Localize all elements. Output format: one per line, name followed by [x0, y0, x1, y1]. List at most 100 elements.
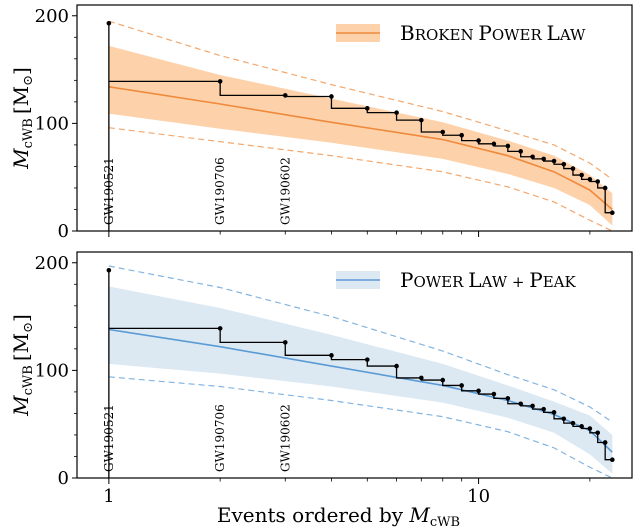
outer-bound-upper [108, 20, 613, 180]
observed-point [570, 166, 576, 171]
x-label-symbol: M [408, 503, 430, 527]
observed-point [329, 353, 334, 358]
legend-label-smallcaps: AW [559, 26, 586, 44]
legend-label-capital: P [529, 268, 542, 292]
observed-point [419, 375, 424, 381]
legend-label-capital: P [478, 21, 491, 45]
credible-band [108, 286, 613, 474]
observed-point [364, 357, 370, 362]
y-label-unit-subscript: ⊙ [21, 322, 36, 333]
legend-label-capital: P [400, 268, 413, 292]
observed-point [505, 143, 511, 149]
observed-point [459, 132, 464, 138]
y-label-subscript: cWB [21, 365, 36, 395]
observed-point [579, 424, 584, 429]
event-label: GW190706 [213, 157, 227, 225]
observed-point [282, 93, 288, 98]
observed-point [106, 267, 112, 273]
axes-frame [76, 251, 633, 479]
y-label-subscript: cWB [21, 118, 36, 148]
event-label: GW190521 [102, 157, 116, 225]
observed-point [518, 401, 524, 407]
observed-point [551, 410, 557, 415]
observed-point [440, 377, 446, 383]
legend-label-capital: B [400, 21, 415, 45]
observed-point [476, 138, 481, 143]
observed-point [602, 440, 608, 445]
observed-point [587, 177, 593, 182]
y-label-unit: [M [9, 333, 33, 361]
legend-label-smallcaps: OWER [413, 273, 468, 291]
plot-area: GW190521 GW190706 GW190602 [102, 265, 615, 478]
legend-label: POWER LAW + PEAK [400, 268, 576, 292]
y-tick-label: 100 [35, 360, 69, 381]
observed-point [491, 141, 497, 147]
median-line [108, 85, 613, 211]
y-label-symbol: M [9, 148, 33, 170]
legend: POWER LAW + PEAK [336, 268, 576, 292]
observed-point [561, 416, 567, 422]
observed-point [217, 79, 223, 84]
observed-point [329, 94, 334, 99]
legend-label-smallcaps: OWER [492, 26, 547, 44]
x-label-subscript: cWB [430, 515, 460, 530]
observed-point [602, 185, 608, 191]
y-tick-label: 200 [35, 6, 69, 27]
observed-point [610, 457, 615, 463]
outer-bound-upper [108, 265, 613, 423]
observed-point [394, 363, 399, 369]
y-label-close: ] [9, 314, 33, 322]
credible-band [108, 45, 613, 226]
observed-point [610, 210, 615, 216]
observed-point [561, 161, 567, 167]
panel-bottom: GW190521 GW190706 GW190602 0 100 200 1 10 McWB [M… [9, 251, 633, 530]
observed-point [440, 129, 446, 135]
axes-frame [76, 4, 633, 232]
observed-point [106, 20, 112, 26]
observed-point [530, 403, 535, 409]
legend-label-capital: L [547, 21, 560, 45]
observed-point [364, 106, 370, 111]
x-tick-label: 10 [467, 486, 490, 507]
event-label: GW190521 [102, 404, 116, 472]
observed-point [595, 179, 601, 184]
x-tick-label: 1 [103, 486, 114, 507]
legend-label-smallcaps: EAK [543, 273, 577, 291]
y-tick-label: 100 [35, 113, 69, 134]
event-label: GW190602 [278, 157, 292, 225]
observed-point [491, 391, 497, 397]
y-label-unit: [M [9, 86, 33, 114]
observed-point [595, 430, 601, 436]
y-tick-label: 200 [35, 253, 69, 274]
observed-point [476, 388, 481, 394]
y-axis-label: McWB [M⊙] [9, 314, 36, 417]
legend-label: BROKEN POWER LAW [400, 21, 586, 45]
observed-point [394, 110, 399, 115]
panel-top: GW190521 GW190706 GW190602 0 100 200 McWB [M⊙] B… [9, 4, 633, 242]
plot-area: GW190521 GW190706 GW190602 [102, 20, 615, 231]
y-label-close: ] [9, 67, 33, 75]
x-axis-label: Events ordered by McWB [217, 503, 460, 530]
y-label-symbol: M [9, 395, 33, 417]
observed-point [579, 172, 584, 178]
legend-label-capital: L [468, 268, 481, 292]
observed-point [518, 149, 524, 154]
y-tick-label: 0 [58, 221, 69, 242]
observed-point [541, 156, 546, 162]
legend: BROKEN POWER LAW [336, 21, 586, 45]
outer-bound-lower [108, 376, 613, 478]
y-tick-label: 0 [58, 468, 69, 489]
observed-point [282, 340, 288, 345]
observed-point [541, 406, 546, 412]
y-axis-label: McWB [M⊙] [9, 67, 36, 170]
observed-point [217, 326, 223, 331]
event-label: GW190602 [278, 404, 292, 472]
observed-point [419, 117, 424, 123]
y-label-unit-subscript: ⊙ [21, 75, 36, 86]
x-label-text: Events ordered by [217, 503, 410, 527]
observed-point [505, 396, 511, 401]
observed-point [587, 426, 593, 431]
observed-point [459, 383, 464, 388]
outer-bound-lower [108, 127, 613, 231]
